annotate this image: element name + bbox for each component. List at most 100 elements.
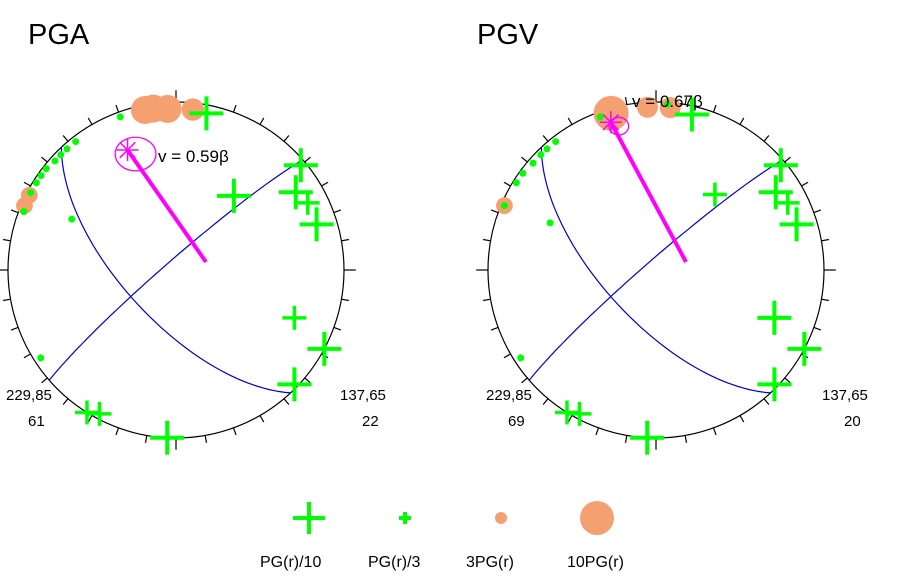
net-tick	[10, 326, 19, 331]
net-tick	[232, 427, 237, 436]
net-tick	[521, 377, 528, 384]
station-dot-1	[72, 138, 80, 146]
legend-label-2: 3PG(r)	[466, 554, 514, 571]
station-disc-3	[181, 98, 205, 121]
net-tick	[490, 209, 499, 214]
station-cross-10	[567, 401, 592, 426]
net-tick	[304, 377, 311, 384]
net-tick	[567, 117, 573, 125]
net-tick	[801, 181, 809, 187]
station-cross-5	[216, 178, 251, 213]
net-tick	[3, 298, 11, 302]
station-dot-0	[116, 113, 124, 121]
station-dot-6	[512, 179, 520, 187]
net-tick	[813, 209, 822, 214]
net-tick	[87, 117, 93, 125]
net-tick	[232, 104, 237, 113]
confidence-ellipse	[608, 116, 630, 136]
nodal-plane-1	[60, 147, 291, 394]
legend: PG(r)/10 PG(r)/3 3PG(r) 10PG(r)	[260, 501, 624, 571]
stereonet-pga	[0, 90, 356, 455]
station-disc-2	[130, 96, 159, 125]
net-tick	[3, 238, 11, 242]
net-tick	[684, 97, 688, 105]
net-tick	[624, 435, 628, 443]
station-cross-1	[283, 148, 318, 183]
rupture-vector	[609, 121, 688, 263]
net-tick	[259, 117, 265, 125]
velocity-label-pga: v = 0.59β	[158, 147, 229, 166]
net-tick	[41, 377, 48, 384]
station-dot-3	[57, 151, 65, 159]
station-cross-11	[630, 420, 665, 455]
station-cross-3	[775, 190, 800, 215]
net-tick	[87, 415, 93, 423]
net-tick	[712, 427, 717, 436]
net-tick	[712, 104, 717, 113]
net-tick	[341, 238, 349, 242]
panel-title-pgv: PGV	[477, 19, 539, 51]
station-dot-9	[20, 208, 28, 216]
net-tick	[283, 398, 290, 405]
net-tick	[739, 415, 745, 423]
net-tick	[341, 298, 349, 302]
net-tick	[813, 326, 822, 331]
right-count-label-pga: 22	[362, 413, 379, 430]
net-tick	[595, 427, 600, 436]
net-tick	[283, 135, 290, 142]
legend-symbol-disc-large	[580, 501, 614, 535]
station-cross-7	[787, 331, 822, 366]
net-tick	[503, 181, 511, 187]
net-tick	[304, 156, 311, 163]
net-tick	[483, 298, 491, 302]
legend-symbol-disc-small	[495, 512, 507, 524]
net-tick	[542, 135, 549, 142]
net-tick	[23, 353, 31, 359]
station-dot-4	[51, 157, 59, 165]
rupture-star	[119, 141, 136, 159]
net-tick	[23, 181, 31, 187]
net-tick	[490, 326, 499, 331]
net-tick	[784, 156, 791, 163]
net-tick	[204, 435, 208, 443]
confidence-ellipse	[114, 136, 157, 172]
station-dot-5	[42, 165, 50, 173]
net-tick	[821, 238, 829, 242]
right-plane-label-pga: 137,65	[340, 387, 386, 404]
net-tick	[503, 353, 511, 359]
station-dot-2	[543, 145, 551, 153]
station-dot-10	[68, 215, 76, 223]
station-dot-3	[537, 151, 545, 159]
left-count-label-pga: 61	[28, 413, 45, 430]
station-cross-0	[674, 97, 709, 132]
station-cross-11	[150, 420, 185, 455]
station-cross-10	[87, 401, 112, 426]
left-plane-label-pga: 229,85	[6, 387, 52, 404]
legend-label-1: PG(r)/3	[368, 554, 421, 571]
net-tick	[567, 415, 573, 423]
legend-label-3: 10PG(r)	[567, 554, 624, 571]
net-tick	[763, 398, 770, 405]
net-tick	[521, 156, 528, 163]
net-tick	[41, 156, 48, 163]
legend-label-0: PG(r)/10	[260, 554, 321, 571]
station-dot-11	[37, 354, 45, 362]
station-cross-4	[299, 207, 334, 242]
right-count-label-pgv: 20	[844, 413, 861, 430]
station-dot-6	[37, 172, 45, 180]
station-dot-1	[552, 138, 560, 146]
station-cross-7	[307, 331, 342, 366]
nodal-plane-1	[540, 147, 771, 394]
station-disc-1	[636, 96, 658, 118]
net-tick	[763, 135, 770, 142]
station-cross-3	[295, 190, 320, 215]
station-dot-7	[500, 202, 508, 210]
stereonet-pgv	[476, 90, 836, 455]
stereonet-panel-pgv: PGV 229,85 69 137,65 20 v = 0.67β	[476, 19, 868, 455]
nodal-plane-0	[48, 159, 304, 381]
rupture-vector	[125, 148, 208, 264]
net-tick	[259, 415, 265, 423]
station-dot-9	[517, 354, 525, 362]
station-dot-8	[27, 189, 35, 197]
